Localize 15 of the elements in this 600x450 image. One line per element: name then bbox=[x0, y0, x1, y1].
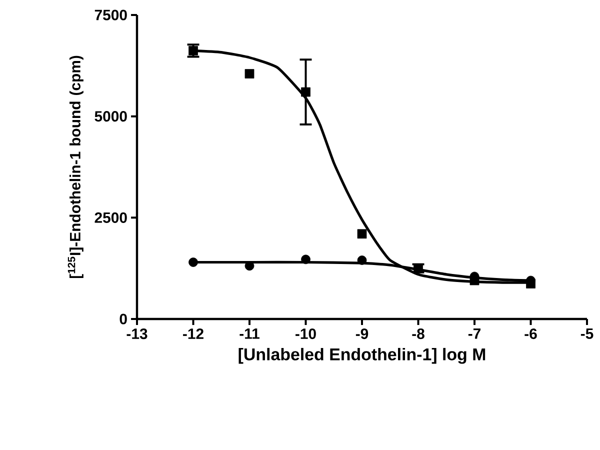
x-tick-label: -6 bbox=[524, 328, 537, 340]
x-tick-label: -8 bbox=[412, 328, 424, 340]
x-tick-label: -13 bbox=[126, 328, 148, 340]
x-axis-title: [Unlabeled Endothelin-1] log M bbox=[238, 348, 486, 364]
y-tick-label: 5000 bbox=[94, 111, 127, 122]
y-tick-label: 2500 bbox=[94, 212, 127, 223]
y-axis-title: [$^{125}$I]-Endothelin-1 bound (cpm) bbox=[68, 56, 84, 278]
y-tick-label: 0 bbox=[120, 314, 127, 324]
x-tick-label: -5 bbox=[580, 328, 594, 339]
x-tick-label: -9 bbox=[356, 328, 368, 340]
x-tick-label: -10 bbox=[296, 328, 316, 340]
y-tick-label: 7500 bbox=[94, 10, 127, 20]
x-tick-label: -11 bbox=[240, 328, 260, 339]
x-tick-label: -7 bbox=[468, 328, 480, 339]
x-tick-label: -12 bbox=[183, 328, 204, 339]
